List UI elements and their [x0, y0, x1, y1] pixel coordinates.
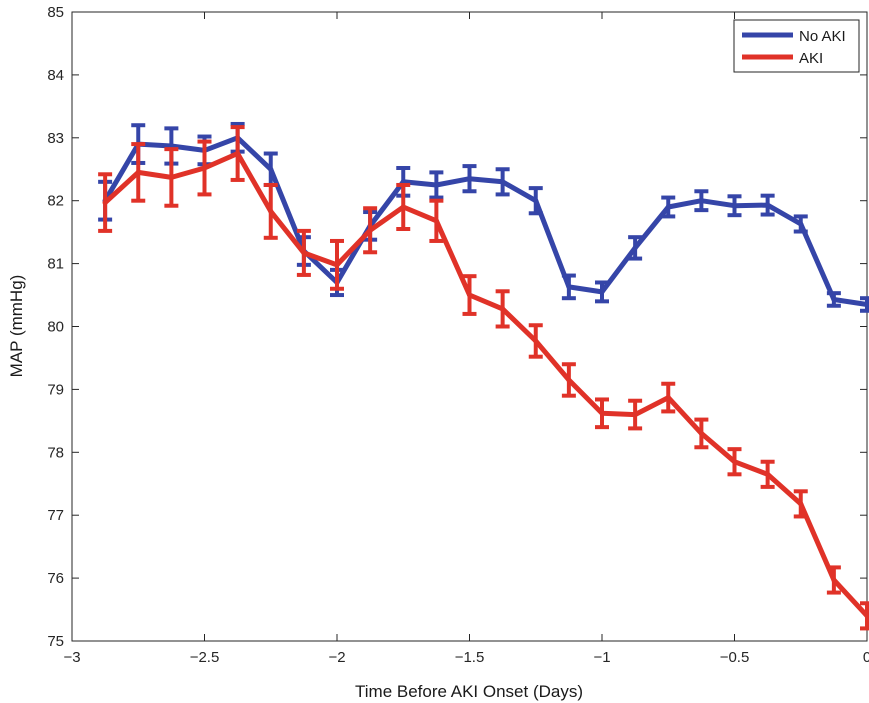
- data-point: [599, 289, 605, 295]
- data-point: [831, 577, 837, 583]
- plot-area: [71, 11, 868, 642]
- legend: No AKI AKI: [733, 19, 860, 73]
- data-point: [467, 176, 472, 182]
- x-tick-label: −2: [328, 649, 345, 666]
- data-point: [367, 227, 373, 233]
- y-tick-label: 79: [47, 381, 64, 398]
- data-point: [334, 262, 340, 268]
- data-point: [102, 200, 108, 206]
- data-point: [765, 202, 771, 208]
- data-point: [566, 377, 572, 383]
- data-point: [533, 338, 539, 344]
- y-tick-label: 82: [47, 193, 64, 210]
- data-point: [665, 395, 671, 401]
- data-point: [732, 459, 737, 465]
- x-tick-label: −3: [63, 649, 80, 666]
- y-tick-label: 80: [47, 319, 64, 336]
- data-point: [698, 198, 704, 204]
- y-tick-label: 76: [47, 570, 64, 587]
- data-point: [433, 218, 439, 224]
- x-tick-label: −1: [593, 649, 610, 666]
- series-line-no-aki: [102, 135, 869, 307]
- tick-labels: −3 −2.5 −2 −1.5 −1 −0.5 0 75 76 77 78 79 80 81 82 83 84 8…: [47, 4, 869, 666]
- data-point: [301, 250, 307, 256]
- data-point: [235, 151, 241, 157]
- y-tick-label: 84: [47, 67, 64, 84]
- data-point: [798, 221, 804, 227]
- legend-label-aki: AKI: [799, 50, 823, 67]
- data-point: [665, 204, 671, 210]
- data-point: [268, 208, 274, 214]
- data-point: [433, 182, 439, 188]
- legend-box: [733, 19, 860, 73]
- data-point: [632, 412, 638, 418]
- y-axis-label: MAP (mmHg): [7, 275, 26, 378]
- series-layer: [98, 121, 869, 631]
- x-tick-label: −1.5: [455, 649, 485, 666]
- series-aki: [98, 125, 869, 631]
- data-point: [831, 296, 837, 302]
- x-tick-label: 0: [863, 649, 869, 666]
- data-point: [698, 430, 704, 436]
- data-point: [135, 169, 141, 175]
- data-point: [500, 306, 506, 312]
- y-tick-label: 83: [47, 130, 64, 147]
- axis-ticks: [71, 11, 868, 642]
- x-tick-label: −2.5: [190, 649, 220, 666]
- data-point: [732, 203, 737, 209]
- data-point: [765, 471, 771, 477]
- data-point: [400, 204, 406, 210]
- x-axis-label: Time Before AKI Onset (Days): [355, 682, 583, 701]
- data-point: [599, 410, 605, 416]
- x-tick-label: −0.5: [720, 649, 750, 666]
- data-point: [202, 165, 207, 171]
- data-point: [467, 292, 472, 298]
- data-point: [864, 301, 869, 307]
- data-point: [566, 284, 572, 290]
- data-point: [864, 613, 869, 619]
- data-point: [168, 174, 174, 180]
- y-tick-label: 77: [47, 507, 64, 524]
- legend-label-no-aki: No AKI: [799, 28, 846, 45]
- data-point: [268, 166, 274, 172]
- data-point: [798, 501, 804, 507]
- y-tick-label: 78: [47, 444, 64, 461]
- data-point: [500, 179, 506, 185]
- y-tick-label: 75: [47, 633, 64, 650]
- y-tick-label: 81: [47, 256, 64, 273]
- series-line-aki: [102, 151, 869, 619]
- data-point: [632, 245, 638, 251]
- data-point: [533, 198, 539, 204]
- y-tick-label: 85: [47, 4, 64, 21]
